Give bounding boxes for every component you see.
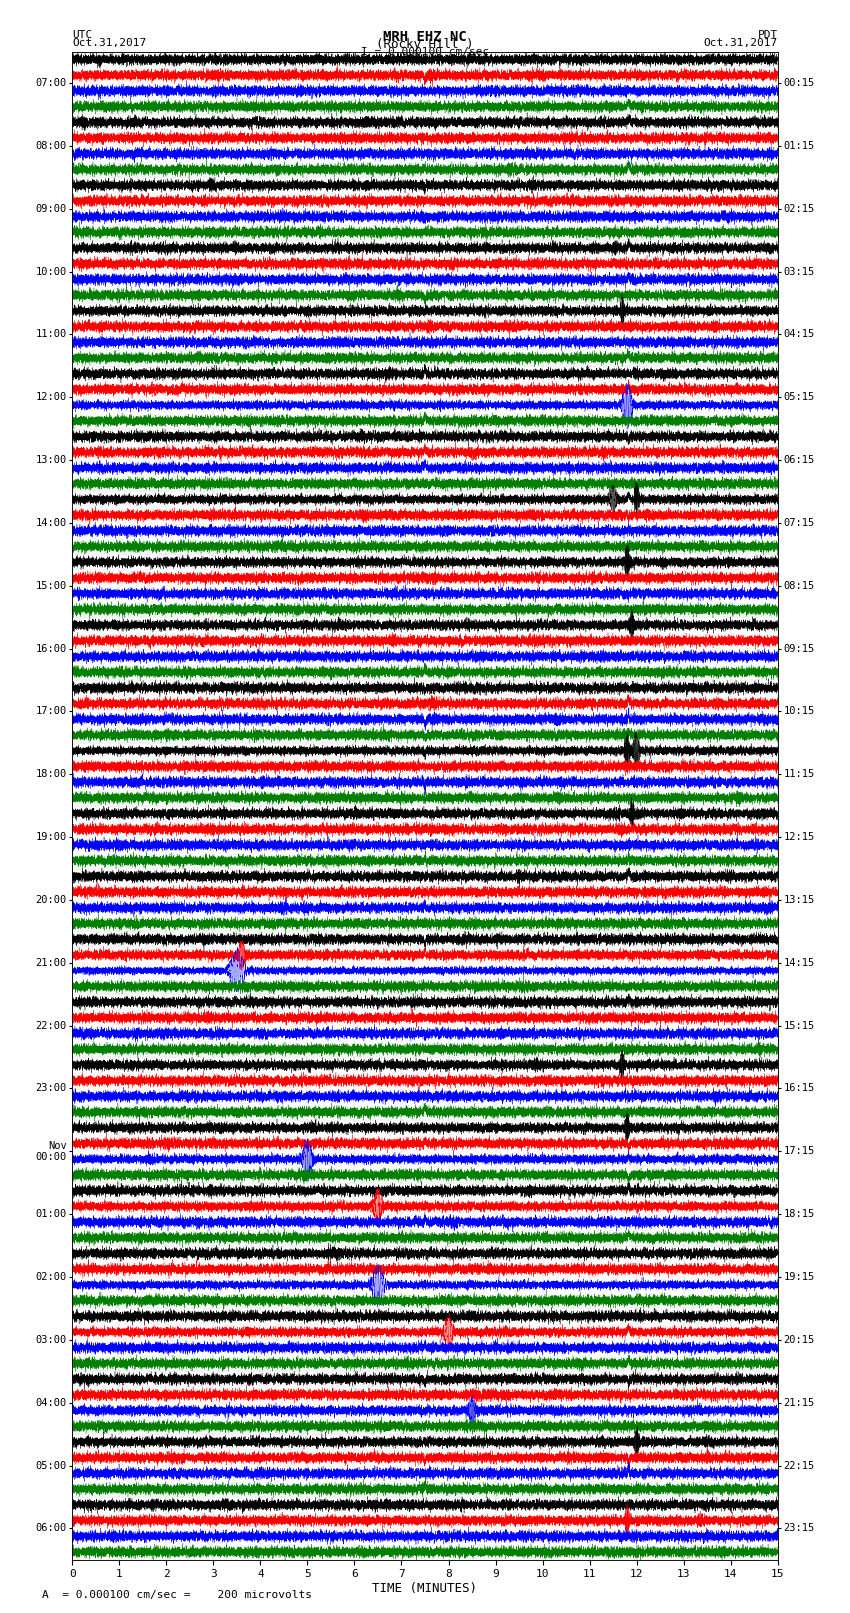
- Text: UTC: UTC: [72, 31, 93, 40]
- Text: A  = 0.000100 cm/sec =    200 microvolts: A = 0.000100 cm/sec = 200 microvolts: [42, 1590, 313, 1600]
- Text: PDT: PDT: [757, 31, 778, 40]
- Text: Oct.31,2017: Oct.31,2017: [72, 39, 146, 48]
- Text: (Rocky Hill ): (Rocky Hill ): [377, 39, 473, 52]
- Text: Oct.31,2017: Oct.31,2017: [704, 39, 778, 48]
- Text: MRH EHZ NC: MRH EHZ NC: [383, 31, 467, 44]
- X-axis label: TIME (MINUTES): TIME (MINUTES): [372, 1582, 478, 1595]
- Text: I = 0.000100 cm/sec: I = 0.000100 cm/sec: [361, 47, 489, 56]
